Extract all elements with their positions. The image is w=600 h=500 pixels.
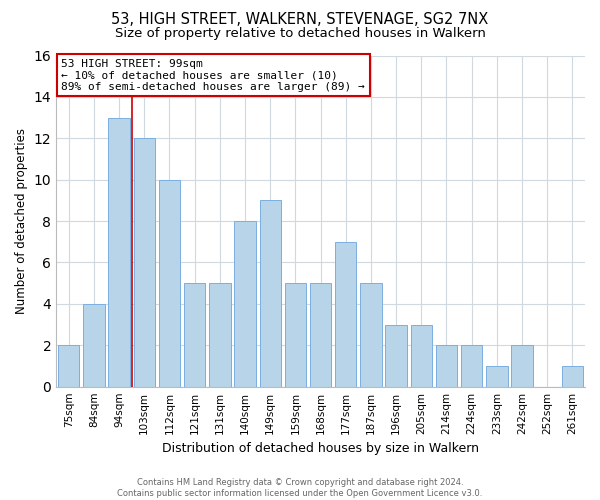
Bar: [436, 346, 457, 387]
Bar: [284, 283, 306, 387]
Bar: [562, 366, 583, 386]
Bar: [335, 242, 356, 386]
Bar: [58, 346, 79, 387]
Bar: [360, 283, 382, 387]
Bar: [461, 346, 482, 387]
Text: 53 HIGH STREET: 99sqm
← 10% of detached houses are smaller (10)
89% of semi-deta: 53 HIGH STREET: 99sqm ← 10% of detached …: [61, 59, 365, 92]
Bar: [209, 283, 230, 387]
Y-axis label: Number of detached properties: Number of detached properties: [15, 128, 28, 314]
Bar: [83, 304, 104, 386]
Text: 53, HIGH STREET, WALKERN, STEVENAGE, SG2 7NX: 53, HIGH STREET, WALKERN, STEVENAGE, SG2…: [112, 12, 488, 28]
Bar: [511, 346, 533, 387]
Bar: [260, 200, 281, 386]
Bar: [109, 118, 130, 386]
X-axis label: Distribution of detached houses by size in Walkern: Distribution of detached houses by size …: [162, 442, 479, 455]
Bar: [385, 324, 407, 386]
Bar: [410, 324, 432, 386]
Bar: [134, 138, 155, 386]
Text: Size of property relative to detached houses in Walkern: Size of property relative to detached ho…: [115, 28, 485, 40]
Bar: [235, 221, 256, 386]
Bar: [486, 366, 508, 386]
Bar: [159, 180, 180, 386]
Text: Contains HM Land Registry data © Crown copyright and database right 2024.
Contai: Contains HM Land Registry data © Crown c…: [118, 478, 482, 498]
Bar: [310, 283, 331, 387]
Bar: [184, 283, 205, 387]
